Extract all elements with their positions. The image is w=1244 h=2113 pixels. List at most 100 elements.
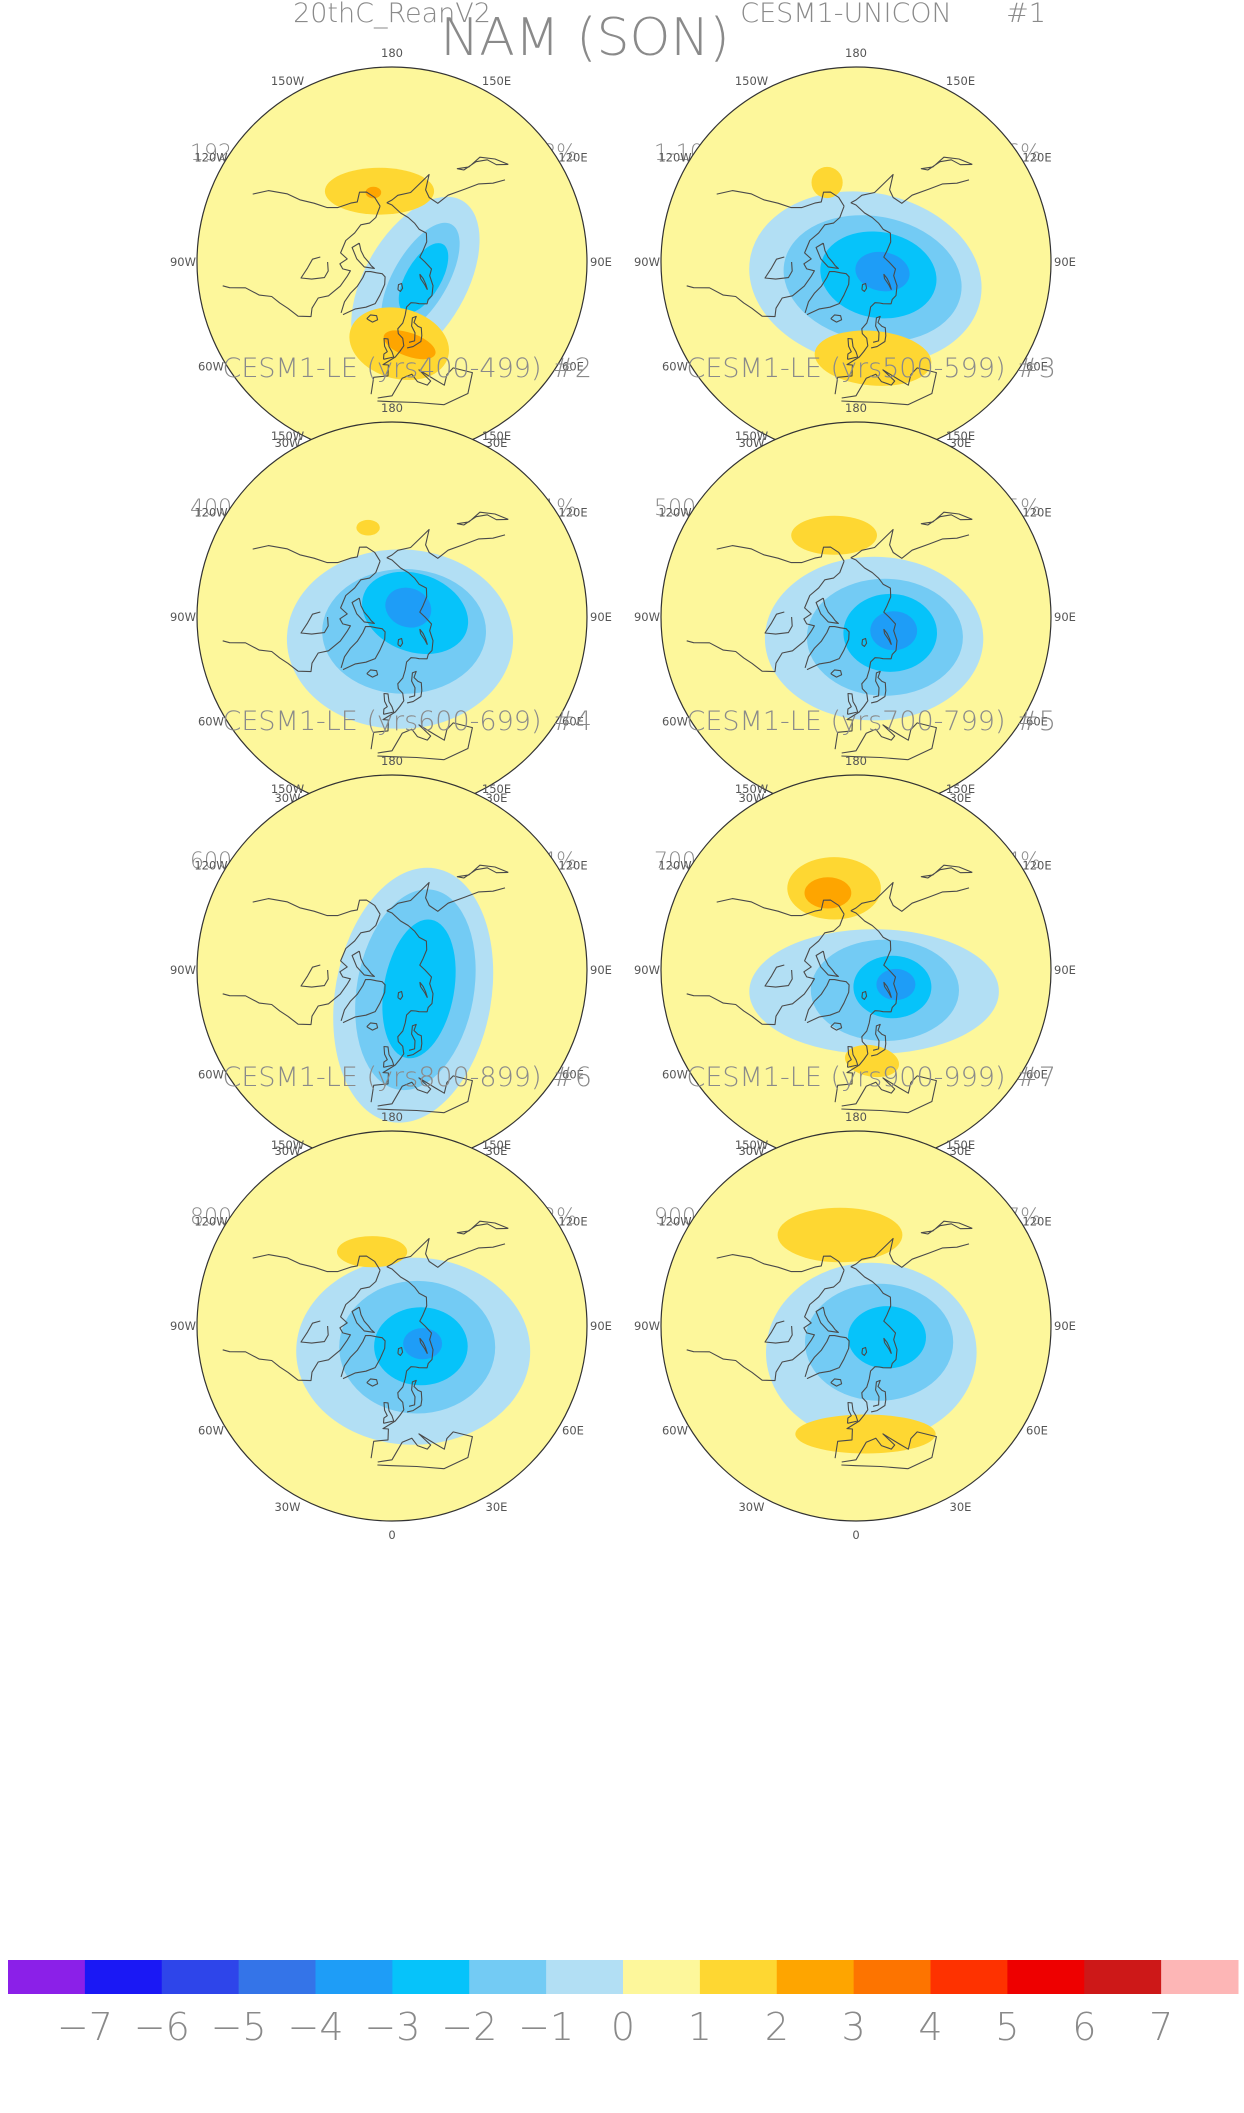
longitude-label: 60E — [1026, 1424, 1048, 1438]
coastline — [351, 242, 375, 269]
longitude-label: 120W — [658, 1215, 691, 1229]
coastline — [834, 202, 898, 395]
longitude-label: 150E — [946, 429, 975, 443]
longitude-label: 120E — [558, 506, 587, 520]
coastline — [815, 1306, 839, 1333]
coastline — [366, 1378, 379, 1387]
anomaly-contour — [811, 166, 843, 199]
coastline — [222, 206, 381, 318]
anomaly-contour — [848, 1306, 926, 1369]
colorbar-label: 7 — [1149, 2005, 1173, 2049]
coastline — [716, 1254, 845, 1273]
longitude-label: 90E — [590, 255, 612, 269]
coastline — [419, 1337, 428, 1354]
longitude-label: 120E — [1022, 859, 1051, 873]
coastline — [870, 315, 887, 349]
coastline — [252, 545, 381, 564]
colorbar-label: −4 — [287, 2005, 343, 2049]
longitude-label: 90E — [1054, 610, 1076, 624]
anomaly-contour — [356, 519, 380, 536]
coastline — [382, 337, 395, 360]
panel-number: #5 — [1016, 706, 1056, 737]
coastline — [861, 637, 868, 647]
longitude-label: 150W — [271, 1138, 304, 1152]
coastline — [764, 964, 793, 988]
coastline — [804, 1335, 850, 1380]
longitude-label: 180 — [381, 1110, 403, 1124]
longitude-label: 60E — [1026, 715, 1048, 729]
longitude-label: 60W — [198, 360, 224, 374]
panel-5: CESM1-LE (yrs600-699)#4600-69918.4%18015… — [170, 706, 612, 1186]
map-field — [661, 67, 1051, 457]
coastline — [883, 628, 892, 645]
colorbar-label: 2 — [765, 2005, 789, 2049]
colorbar-swatch — [1084, 1960, 1162, 1994]
colorbar-label: 4 — [918, 2005, 942, 2049]
coastline — [300, 1320, 329, 1344]
coastline — [716, 545, 845, 564]
coastline — [419, 273, 428, 290]
map-rim — [660, 1130, 1052, 1522]
coastline — [686, 1270, 845, 1382]
anomaly-contour — [382, 919, 456, 1059]
coastline — [340, 271, 386, 316]
panel-title: CESM1-UNICON — [740, 0, 952, 29]
coastline — [804, 626, 850, 671]
longitude-label: 150E — [482, 429, 511, 443]
coastline — [920, 1220, 973, 1235]
coastline — [419, 628, 428, 645]
coastline — [377, 1431, 473, 1470]
panel-number: #6 — [552, 1062, 592, 1093]
longitude-label: 150W — [735, 74, 768, 88]
coastline — [222, 1270, 381, 1382]
coastline — [340, 1335, 386, 1380]
coastline — [366, 314, 379, 323]
coastline — [406, 670, 423, 704]
coastline — [397, 637, 404, 647]
coastline — [300, 964, 329, 988]
longitude-label: 150W — [735, 782, 768, 796]
map-field — [197, 1131, 587, 1521]
coastline — [300, 256, 329, 280]
map-rim — [196, 1130, 588, 1522]
coastline — [883, 273, 892, 290]
anomaly-contour — [337, 1236, 408, 1268]
panel-number: #1 — [1006, 0, 1046, 29]
coastline — [764, 1320, 793, 1344]
coastline — [846, 1401, 859, 1424]
coastline — [846, 337, 859, 360]
coastline — [382, 1401, 395, 1424]
colorbar-label: 6 — [1072, 2005, 1096, 2049]
panel-number: #2 — [552, 353, 592, 384]
coastline — [377, 1075, 473, 1114]
longitude-label: 150E — [482, 1138, 511, 1152]
colorbar-label: −1 — [518, 2005, 574, 2049]
colorbar-label: −3 — [364, 2005, 420, 2049]
longitude-label: 30W — [274, 1500, 300, 1514]
longitude-label: 150W — [271, 429, 304, 443]
longitude-label: 0 — [852, 1528, 859, 1542]
coastline — [830, 1378, 843, 1387]
anomaly-contour — [398, 243, 449, 313]
longitude-label: 120W — [194, 859, 227, 873]
coastline — [850, 173, 970, 204]
colorbar-swatch — [546, 1960, 624, 1994]
coastline — [406, 1379, 423, 1413]
coastline — [830, 669, 843, 678]
longitude-label: 60E — [562, 1068, 584, 1082]
coastline — [830, 1022, 843, 1031]
coastline — [920, 864, 973, 879]
coastline — [340, 979, 386, 1024]
panel-number: #3 — [1016, 353, 1056, 384]
coastline — [815, 242, 839, 269]
longitude-label: 150E — [482, 74, 511, 88]
longitude-label: 150W — [271, 782, 304, 796]
longitude-label: 60W — [662, 715, 688, 729]
longitude-label: 90E — [590, 610, 612, 624]
coastline — [397, 1346, 404, 1356]
coastline — [406, 1023, 423, 1057]
longitude-label: 30W — [274, 1144, 300, 1158]
coastline — [841, 1075, 937, 1114]
coastline — [920, 156, 973, 171]
coastline — [686, 561, 845, 673]
